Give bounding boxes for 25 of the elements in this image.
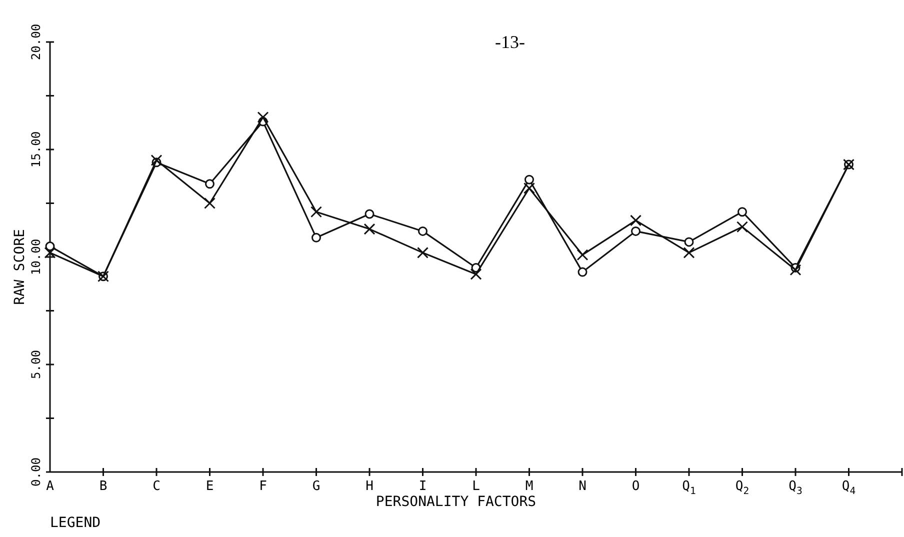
x-tick-label: F bbox=[259, 479, 268, 494]
x-tick-label: Q$_{3}$ bbox=[788, 479, 802, 497]
y-tick-label: 15.00 bbox=[29, 131, 43, 168]
annotation: -13- bbox=[495, 32, 525, 52]
x-tick-label: Q$_{4}$ bbox=[842, 479, 856, 497]
x-tick-label: Q$_{2}$ bbox=[735, 479, 750, 497]
x-tick-label: M bbox=[525, 479, 534, 494]
x-axis-title: PERSONALITY FACTORS bbox=[376, 494, 536, 510]
x-tick-label: C bbox=[152, 479, 160, 494]
y-tick-label: 5.00 bbox=[29, 350, 43, 379]
x-tick-label: A bbox=[46, 479, 54, 494]
text: LEGEND bbox=[50, 515, 101, 531]
x-tick-label: G bbox=[312, 479, 320, 494]
x-tick-label: I bbox=[418, 479, 427, 494]
x-tick-label: E bbox=[206, 479, 214, 494]
x-tick-label: Q$_{1}$ bbox=[682, 479, 696, 497]
x-tick-label: L bbox=[472, 479, 480, 494]
x-tick-label: B bbox=[99, 479, 108, 494]
x-tick-label: N bbox=[578, 479, 586, 494]
x-tick-label: O bbox=[632, 479, 640, 494]
x-tick-label: H bbox=[366, 479, 374, 494]
y-tick-label: 0.00 bbox=[29, 458, 43, 486]
y-axis-title: RAW SCORE bbox=[12, 229, 28, 305]
y-tick-label: 20.00 bbox=[29, 24, 43, 60]
y-tick-label: 10.00 bbox=[29, 238, 43, 276]
